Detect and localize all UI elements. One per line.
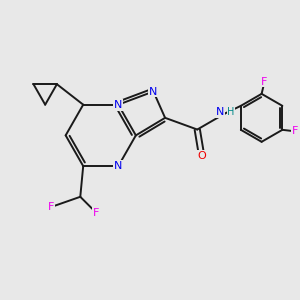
Text: N: N: [149, 86, 158, 97]
Text: F: F: [48, 202, 54, 212]
Text: N: N: [114, 100, 122, 110]
Text: H: H: [227, 107, 235, 117]
Text: N: N: [114, 161, 122, 171]
Text: N: N: [216, 107, 224, 117]
Text: O: O: [197, 151, 206, 161]
Text: F: F: [261, 76, 268, 87]
Text: F: F: [93, 208, 100, 218]
Text: F: F: [292, 126, 298, 136]
